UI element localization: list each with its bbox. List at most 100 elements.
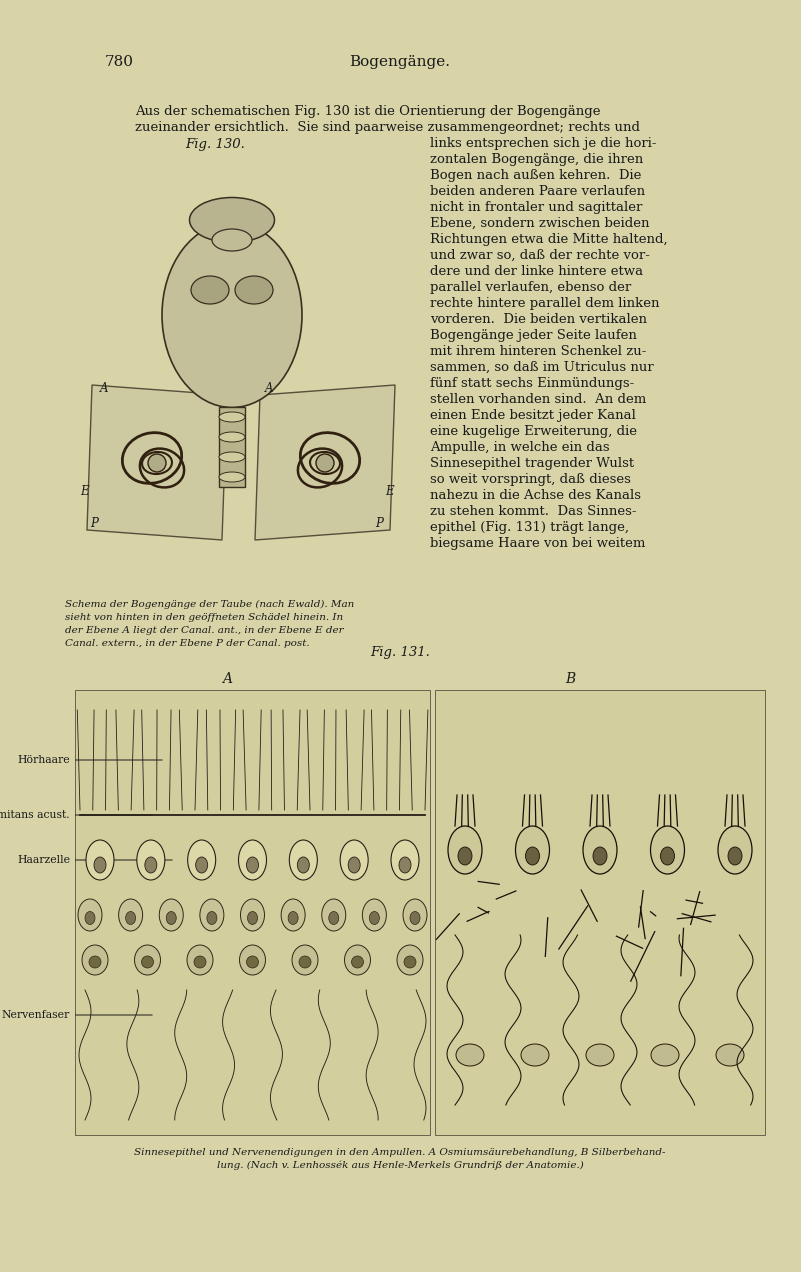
Ellipse shape [187, 945, 213, 976]
FancyBboxPatch shape [219, 407, 245, 487]
Text: Bogen nach außen kehren.  Die: Bogen nach außen kehren. Die [430, 169, 642, 182]
Ellipse shape [212, 229, 252, 251]
Text: der Ebene A liegt der Canal. ant., in der Ebene E der: der Ebene A liegt der Canal. ant., in de… [65, 626, 344, 635]
Ellipse shape [248, 912, 257, 925]
Ellipse shape [328, 912, 339, 925]
Ellipse shape [397, 945, 423, 976]
Text: nicht in frontaler und sagittaler: nicht in frontaler und sagittaler [430, 201, 642, 214]
Ellipse shape [235, 276, 273, 304]
Ellipse shape [410, 912, 420, 925]
Ellipse shape [167, 912, 176, 925]
Ellipse shape [85, 912, 95, 925]
Ellipse shape [119, 899, 143, 931]
Text: nahezu in die Achse des Kanals: nahezu in die Achse des Kanals [430, 488, 641, 502]
Ellipse shape [288, 912, 298, 925]
Text: Richtungen etwa die Mitte haltend,: Richtungen etwa die Mitte haltend, [430, 233, 667, 245]
Text: P: P [375, 516, 383, 530]
Circle shape [247, 957, 259, 968]
Ellipse shape [145, 857, 157, 873]
Circle shape [148, 454, 166, 472]
Circle shape [316, 454, 334, 472]
Text: Fig. 131.: Fig. 131. [370, 646, 430, 659]
Ellipse shape [399, 857, 411, 873]
Ellipse shape [651, 1044, 679, 1066]
Text: 780: 780 [105, 55, 134, 69]
Text: E: E [80, 485, 89, 499]
Polygon shape [255, 385, 395, 541]
Ellipse shape [292, 945, 318, 976]
Ellipse shape [403, 899, 427, 931]
Ellipse shape [190, 197, 275, 243]
Ellipse shape [281, 899, 305, 931]
Text: A: A [100, 382, 108, 396]
Circle shape [404, 957, 416, 968]
Text: zueinander ersichtlich.  Sie sind paarweise zusammengeordnet; rechts und: zueinander ersichtlich. Sie sind paarwei… [135, 121, 640, 134]
Text: Bogengänge.: Bogengänge. [349, 55, 450, 69]
Text: beiden anderen Paare verlaufen: beiden anderen Paare verlaufen [430, 184, 645, 198]
Text: P: P [90, 516, 98, 530]
Text: Fig. 130.: Fig. 130. [185, 137, 245, 151]
Text: B: B [565, 672, 575, 686]
Ellipse shape [340, 840, 368, 880]
Ellipse shape [219, 472, 245, 482]
Ellipse shape [716, 1044, 744, 1066]
Ellipse shape [718, 826, 752, 874]
Text: Aus der schematischen Fig. 130 ist die Orientierung der Bogengänge: Aus der schematischen Fig. 130 ist die O… [135, 106, 601, 118]
Ellipse shape [362, 899, 386, 931]
Text: einen Ende besitzt jeder Kanal: einen Ende besitzt jeder Kanal [430, 410, 636, 422]
Circle shape [299, 957, 311, 968]
Ellipse shape [661, 847, 674, 865]
Ellipse shape [195, 857, 207, 873]
Text: Haarzelle: Haarzelle [17, 855, 172, 865]
Ellipse shape [219, 452, 245, 462]
Ellipse shape [322, 899, 346, 931]
FancyBboxPatch shape [75, 689, 430, 1135]
Ellipse shape [456, 1044, 484, 1066]
Ellipse shape [137, 840, 165, 880]
Text: Canal. extern., in der Ebene P der Canal. post.: Canal. extern., in der Ebene P der Canal… [65, 639, 310, 647]
Ellipse shape [86, 840, 114, 880]
Text: mit ihrem hinteren Schenkel zu-: mit ihrem hinteren Schenkel zu- [430, 345, 646, 357]
Circle shape [142, 957, 154, 968]
Text: Ebene, sondern zwischen beiden: Ebene, sondern zwischen beiden [430, 218, 650, 230]
Text: stellen vorhanden sind.  An dem: stellen vorhanden sind. An dem [430, 393, 646, 406]
Ellipse shape [344, 945, 371, 976]
FancyBboxPatch shape [435, 689, 765, 1135]
Text: Schema der Bogengänge der Taube (nach Ewald). Man: Schema der Bogengänge der Taube (nach Ew… [65, 600, 354, 609]
Ellipse shape [187, 840, 215, 880]
Text: lung. (Nach v. Lenhossék aus Henle-Merkels Grundriß der Anatomie.): lung. (Nach v. Lenhossék aus Henle-Merke… [216, 1161, 583, 1170]
Ellipse shape [240, 899, 264, 931]
Ellipse shape [348, 857, 360, 873]
Text: Nervenfaser: Nervenfaser [2, 1010, 152, 1020]
Circle shape [194, 957, 206, 968]
Text: dere und der linke hintere etwa: dere und der linke hintere etwa [430, 265, 643, 279]
Ellipse shape [126, 912, 135, 925]
Ellipse shape [297, 857, 309, 873]
Text: Bogengänge jeder Seite laufen: Bogengänge jeder Seite laufen [430, 329, 637, 342]
Ellipse shape [583, 826, 617, 874]
Text: Sinnesepithel und Nervenendigungen in den Ampullen. A Osmiumsäurebehandlung, B S: Sinnesepithel und Nervenendigungen in de… [135, 1149, 666, 1158]
Ellipse shape [159, 899, 183, 931]
Ellipse shape [135, 945, 160, 976]
Text: Ampulle, in welche ein das: Ampulle, in welche ein das [430, 441, 610, 454]
Ellipse shape [448, 826, 482, 874]
Ellipse shape [239, 945, 265, 976]
Ellipse shape [586, 1044, 614, 1066]
Ellipse shape [200, 899, 223, 931]
Text: epithel (Fig. 131) trägt lange,: epithel (Fig. 131) trägt lange, [430, 522, 629, 534]
Ellipse shape [369, 912, 380, 925]
Circle shape [89, 957, 101, 968]
Text: biegsame Haare von bei weitem: biegsame Haare von bei weitem [430, 537, 646, 550]
Text: vorderen.  Die beiden vertikalen: vorderen. Die beiden vertikalen [430, 313, 647, 326]
Ellipse shape [521, 1044, 549, 1066]
Text: Sinnesepithel tragender Wulst: Sinnesepithel tragender Wulst [430, 457, 634, 469]
Ellipse shape [728, 847, 742, 865]
Text: eine kugelige Erweiterung, die: eine kugelige Erweiterung, die [430, 425, 637, 438]
Text: parallel verlaufen, ebenso der: parallel verlaufen, ebenso der [430, 281, 631, 294]
Text: zu stehen kommt.  Das Sinnes-: zu stehen kommt. Das Sinnes- [430, 505, 637, 518]
Text: links entsprechen sich je die hori-: links entsprechen sich je die hori- [430, 137, 657, 150]
Ellipse shape [239, 840, 267, 880]
Text: so weit vorspringt, daß dieses: so weit vorspringt, daß dieses [430, 473, 631, 486]
Text: A: A [222, 672, 232, 686]
Ellipse shape [78, 899, 102, 931]
